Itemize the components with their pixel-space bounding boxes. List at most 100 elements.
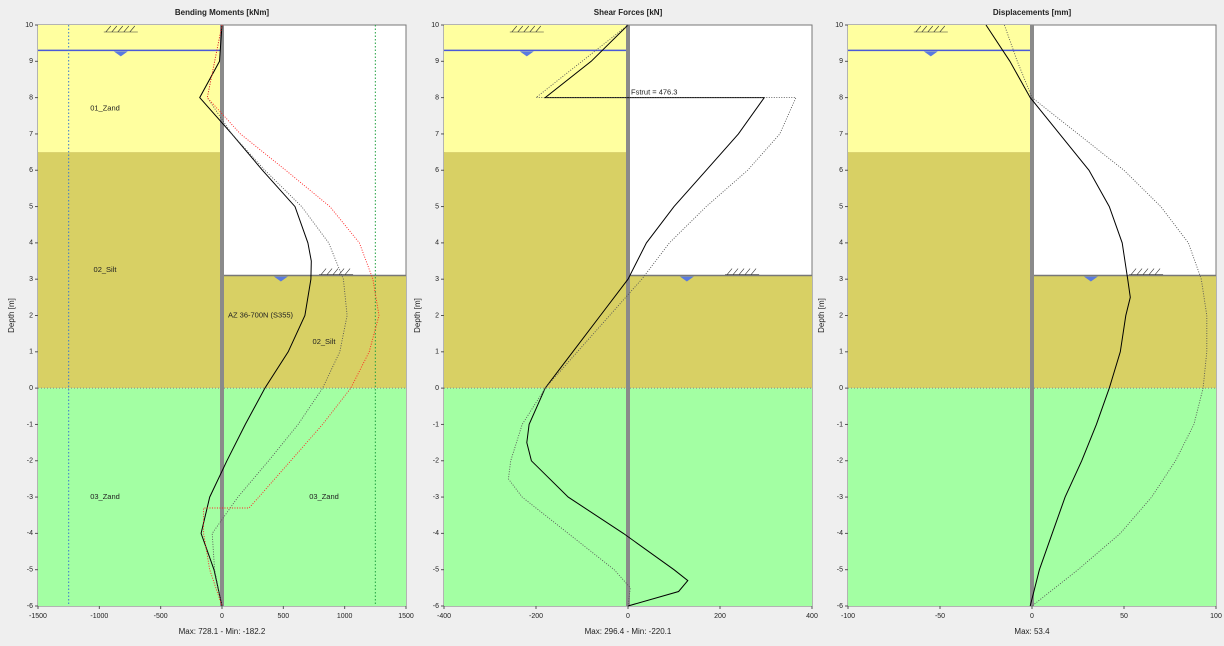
footer: Max: 728.1 - Min: -182.2 (179, 627, 266, 636)
y-tick-label: -5 (837, 567, 843, 574)
x-tick-label: 0 (1030, 613, 1034, 620)
x-tick-label: -50 (935, 613, 945, 620)
water-symbol (1083, 276, 1098, 282)
y-tick-label: 3 (435, 276, 439, 283)
water-symbol (273, 276, 288, 282)
x-tick-label: -1500 (29, 613, 47, 620)
layer-name: 02_Silt (313, 337, 337, 346)
result-curve (199, 24, 312, 607)
wall-label: AZ 36-700N (S355) (228, 311, 294, 320)
y-axis-title: Depth [m] (817, 298, 826, 333)
y-tick-label: -5 (433, 567, 439, 574)
x-tick-label: 400 (806, 613, 818, 620)
y-tick-label: -3 (837, 494, 843, 501)
result-curve (526, 24, 766, 607)
water-symbol (679, 276, 694, 282)
y-tick-label: 4 (435, 240, 439, 247)
y-tick-label: 10 (25, 22, 33, 29)
y-tick-label: 2 (435, 312, 439, 319)
result-curve (1003, 24, 1208, 607)
layer-name: 03_Zand (309, 492, 339, 501)
y-tick-label: 2 (839, 312, 843, 319)
water-symbol (113, 51, 128, 57)
ground-hatch (509, 25, 544, 33)
y-tick-label: 5 (29, 203, 33, 210)
soil-layer (848, 25, 1032, 153)
soil-layer (1032, 388, 1216, 606)
y-tick-label: 0 (839, 385, 843, 392)
soil-layer (1032, 275, 1216, 389)
soil-layer (848, 152, 1032, 389)
y-tick-label: -2 (27, 458, 33, 465)
y-tick-label: 6 (839, 167, 843, 174)
y-tick-label: 10 (835, 22, 843, 29)
x-tick-label: 50 (1120, 613, 1128, 620)
y-tick-label: 1 (29, 349, 33, 356)
ground-hatch (913, 25, 948, 33)
y-tick-label: -4 (433, 530, 439, 537)
soil-layer (444, 388, 628, 606)
x-tick-label: -1000 (90, 613, 108, 620)
y-tick-label: -4 (27, 530, 33, 537)
soil-layer (38, 152, 222, 389)
chart-title: Bending Moments [kNm] (175, 8, 270, 17)
y-tick-label: 0 (435, 385, 439, 392)
x-tick-label: 100 (1210, 613, 1222, 620)
ground-hatch (1129, 268, 1164, 275)
y-tick-label: 8 (29, 94, 33, 101)
y-tick-label: -5 (27, 567, 33, 574)
x-tick-label: 1500 (398, 613, 414, 620)
ground-hatch (725, 268, 760, 275)
y-tick-label: 6 (29, 167, 33, 174)
x-tick-label: -500 (154, 613, 168, 620)
soil-layer (628, 275, 812, 389)
y-tick-label: 10 (431, 22, 439, 29)
y-tick-label: -1 (27, 421, 33, 428)
x-tick-label: 1000 (337, 613, 353, 620)
y-tick-label: -2 (433, 458, 439, 465)
y-tick-label: 7 (839, 131, 843, 138)
x-tick-label: 0 (626, 613, 630, 620)
footer: Max: 296.4 - Min: -220.1 (585, 627, 672, 636)
y-tick-label: 5 (839, 203, 843, 210)
panel: 01_Zand02_Silt03_Zand02_Silt03_Zand10987… (7, 8, 414, 636)
y-tick-label: 8 (435, 94, 439, 101)
soil-layer (444, 152, 628, 389)
y-tick-label: 4 (839, 240, 843, 247)
soil-layer (38, 25, 222, 153)
chart-title: Shear Forces [kN] (594, 8, 663, 17)
water-symbol (519, 51, 534, 57)
y-tick-label: 9 (29, 58, 33, 65)
y-tick-label: 7 (29, 131, 33, 138)
ground-hatch (103, 25, 138, 33)
y-tick-label: 8 (839, 94, 843, 101)
y-tick-label: 2 (29, 312, 33, 319)
chart-title: Displacements [mm] (993, 8, 1072, 17)
soil-layer (444, 25, 628, 153)
y-tick-label: -6 (837, 603, 843, 610)
y-tick-label: 9 (435, 58, 439, 65)
y-tick-label: -6 (27, 603, 33, 610)
y-tick-label: 1 (839, 349, 843, 356)
soil-layer (38, 388, 222, 606)
annotation: Fstrut = 476.3 (631, 88, 677, 97)
soil-layer (848, 388, 1032, 606)
result-curve (985, 24, 1131, 607)
y-tick-label: 6 (435, 167, 439, 174)
x-tick-label: 0 (220, 613, 224, 620)
ground-hatch (319, 268, 354, 275)
soil-layer (628, 388, 812, 606)
y-tick-label: 4 (29, 240, 33, 247)
footer: Max: 53.4 (1014, 627, 1050, 636)
x-tick-label: -100 (841, 613, 855, 620)
x-tick-label: 500 (277, 613, 289, 620)
y-tick-label: -3 (27, 494, 33, 501)
water-symbol (923, 51, 938, 57)
y-tick-label: 5 (435, 203, 439, 210)
y-tick-label: -1 (837, 421, 843, 428)
layer-name: 01_Zand (90, 104, 120, 113)
y-tick-label: 3 (839, 276, 843, 283)
